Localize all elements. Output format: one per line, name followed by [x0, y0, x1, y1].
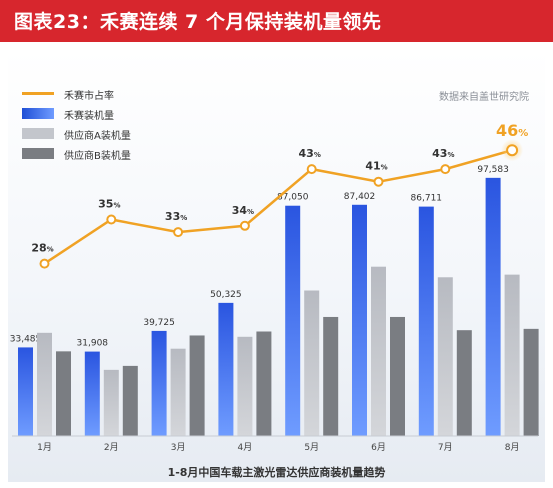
x-tick-label-3: 3月 [171, 442, 186, 453]
legend-swatch-hesai [22, 108, 54, 119]
bar-label-hesai-4: 50,325 [210, 290, 242, 300]
bar-hesai-6 [352, 204, 367, 436]
x-tick-label-1: 1月 [37, 442, 52, 453]
share-point-1 [39, 258, 50, 269]
bar-label-hesai-2: 31,908 [77, 339, 109, 349]
legend-swatch-share [22, 92, 54, 95]
chart-svg: 33,485 31,908 39,725 50,325 87,050 87,402 86,7… [10, 121, 539, 453]
share-label-7: 43% [432, 147, 454, 160]
legend-swatch-supplier-b [22, 148, 54, 159]
header-title: 图表23：禾赛连续 7 个月保持装机量领先 [14, 11, 382, 33]
bar-label-hesai-3: 39,725 [143, 318, 175, 328]
header-bar: 图表23：禾赛连续 7 个月保持装机量领先 [0, 0, 553, 42]
x-tick-label-7: 7月 [438, 442, 453, 453]
share-point-3 [173, 227, 184, 238]
bar-label-hesai-5: 87,050 [277, 193, 309, 203]
bar-hesai-1 [18, 347, 33, 436]
bar-supplier-b-6 [390, 316, 405, 436]
chart-panel: 禾赛市占率 禾赛装机量 供应商A装机量 供应商B装机量 数据来自盖世研究院 [8, 50, 545, 482]
bar-supplier-b-8 [523, 328, 539, 436]
bar-supplier-a-7 [437, 277, 453, 436]
share-label-4: 34% [232, 204, 254, 217]
chart-title: 1-8月中国车载主激光雷达供应商装机量趋势 [167, 466, 386, 479]
bar-label-hesai-6: 87,402 [344, 192, 376, 202]
share-point-6 [373, 176, 384, 187]
share-point-5 [306, 164, 317, 175]
share-point-7 [440, 164, 451, 175]
bar-supplier-b-4 [256, 331, 272, 436]
legend-label-supplier-a: 供应商A装机量 [64, 131, 131, 142]
bar-supplier-a-3 [170, 348, 186, 436]
bar-supplier-b-5 [323, 316, 339, 436]
bar-hesai-4 [218, 302, 234, 436]
share-label-3: 33% [165, 210, 187, 223]
legend-label-hesai: 禾赛装机量 [64, 111, 114, 122]
x-tick-label-6: 6月 [371, 442, 386, 453]
legend-label-supplier-b: 供应商B装机量 [64, 151, 131, 162]
bar-hesai-3 [151, 330, 167, 436]
x-tick-label-4: 4月 [238, 442, 253, 453]
legend-label-share: 禾赛市占率 [64, 91, 114, 102]
legend-swatch-supplier-a [22, 128, 54, 139]
x-tick-label-5: 5月 [304, 442, 319, 453]
share-label-8: 46% [496, 121, 528, 140]
share-label-6: 41% [365, 160, 387, 173]
share-label-1: 28% [31, 242, 53, 255]
bar-supplier-a-5 [304, 290, 320, 436]
bar-hesai-5 [285, 205, 301, 436]
x-tick-label-8: 8月 [505, 442, 520, 453]
share-point-8 [506, 144, 519, 157]
bar-supplier-b-1 [56, 351, 71, 436]
data-source: 数据来自盖世研究院 [439, 92, 529, 103]
bar-supplier-a-1 [37, 332, 52, 436]
share-line [43, 148, 513, 265]
bar-label-hesai-7: 86,711 [411, 194, 443, 204]
share-label-2: 35% [98, 198, 120, 211]
bar-hesai-2 [84, 351, 100, 436]
bar-supplier-b-7 [456, 330, 472, 436]
bar-supplier-a-4 [237, 336, 253, 436]
share-point-2 [106, 214, 117, 225]
bar-supplier-a-2 [103, 369, 119, 436]
bar-hesai-8 [485, 177, 501, 436]
share-label-5: 43% [299, 147, 321, 160]
bar-label-hesai-8: 97,583 [477, 165, 509, 175]
bar-supplier-a-8 [504, 274, 520, 436]
share-point-4 [239, 220, 250, 231]
bar-label-hesai-1: 33,485 [10, 334, 42, 344]
x-tick-label-2: 2月 [104, 442, 119, 453]
bar-supplier-b-3 [189, 335, 205, 436]
bar-supplier-a-6 [371, 266, 386, 436]
bar-supplier-b-2 [122, 365, 138, 436]
bar-hesai-7 [418, 206, 434, 436]
